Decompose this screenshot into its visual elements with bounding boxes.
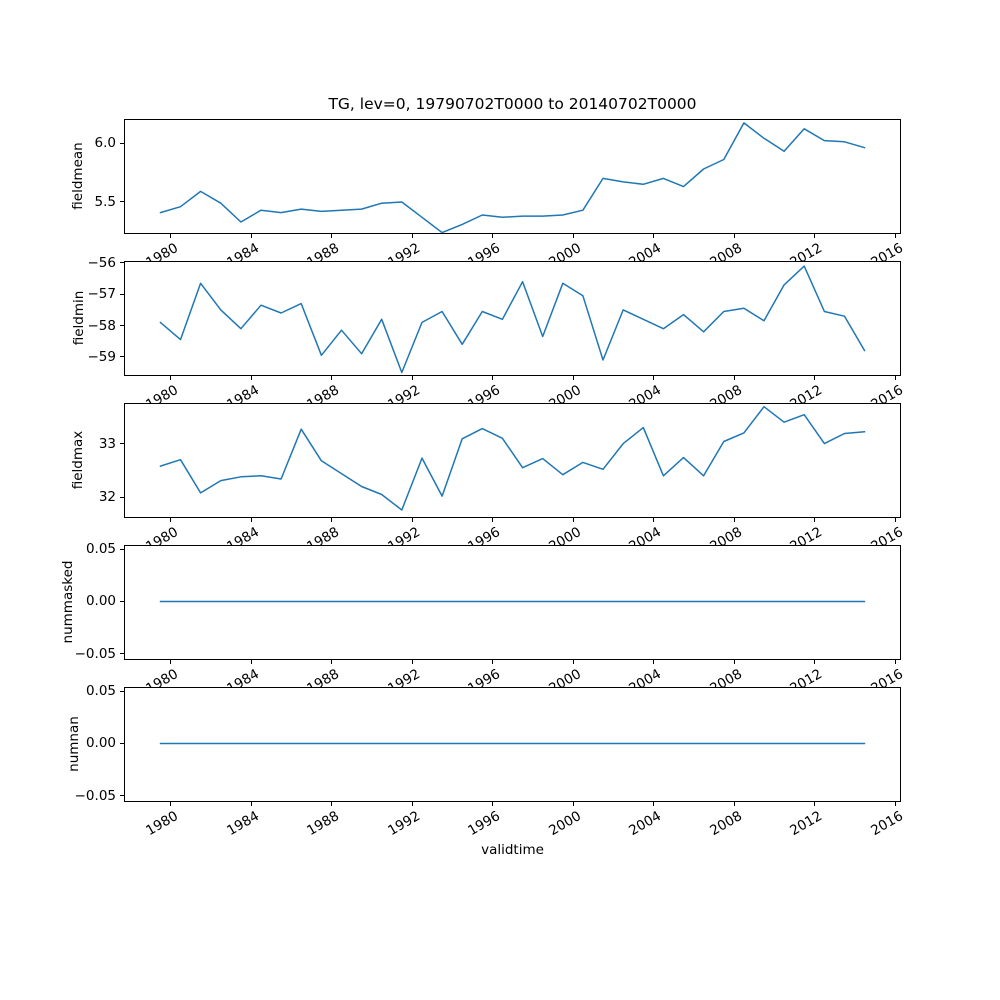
x-tick-mark	[170, 660, 172, 664]
y-tick-label: −0.05	[74, 645, 116, 662]
y-tick-mark	[120, 496, 124, 498]
y-tick-mark	[120, 742, 124, 744]
x-tick-mark	[894, 376, 896, 380]
x-tick-mark	[814, 518, 816, 522]
x-tick-mark	[572, 660, 574, 664]
y-tick-mark	[120, 548, 124, 550]
data-line-fieldmean	[159, 122, 866, 233]
x-tick-mark	[250, 660, 252, 664]
x-tick-mark	[572, 376, 574, 380]
x-tick-mark	[733, 234, 735, 238]
y-tick-mark	[120, 142, 124, 144]
x-tick-mark	[250, 234, 252, 238]
x-tick-mark	[814, 660, 816, 664]
y-tick-label: 5.5	[94, 193, 116, 210]
x-tick-mark	[331, 518, 333, 522]
x-tick-mark	[492, 234, 494, 238]
x-tick-mark	[492, 518, 494, 522]
x-tick-mark	[492, 376, 494, 380]
y-tick-mark	[120, 293, 124, 295]
x-tick-mark	[653, 660, 655, 664]
x-tick-mark	[170, 802, 172, 806]
x-tick-mark	[492, 660, 494, 664]
y-tick-mark	[120, 201, 124, 203]
y-axis-label-fieldmean: fieldmean	[70, 142, 86, 210]
x-tick-mark	[733, 660, 735, 664]
line-chart-fieldmin	[159, 265, 866, 374]
line-chart-nummasked	[159, 600, 866, 603]
y-tick-mark	[120, 690, 124, 692]
y-tick-label: 0.00	[85, 593, 116, 610]
y-tick-label: 33	[98, 435, 116, 452]
y-tick-mark	[120, 653, 124, 655]
x-tick-mark	[733, 518, 735, 522]
y-axis-label-fieldmax: fieldmax	[70, 430, 86, 490]
x-tick-mark	[411, 234, 413, 238]
y-tick-label: 0.00	[85, 735, 116, 752]
x-axis-label: validtime	[481, 842, 544, 858]
x-tick-mark	[411, 802, 413, 806]
x-tick-mark	[814, 234, 816, 238]
x-tick-mark	[894, 518, 896, 522]
line-chart-fieldmax	[159, 405, 866, 511]
y-tick-mark	[120, 356, 124, 358]
x-tick-mark	[331, 376, 333, 380]
y-tick-label: −57	[87, 286, 117, 303]
y-axis-label-nummasked: nummasked	[60, 560, 76, 644]
y-tick-mark	[120, 325, 124, 327]
line-chart-fieldmean	[159, 122, 866, 233]
x-tick-mark	[250, 802, 252, 806]
subplot-fieldmean	[124, 119, 901, 234]
x-tick-mark	[411, 518, 413, 522]
subplot-fieldmin	[124, 261, 901, 376]
x-tick-mark	[572, 802, 574, 806]
x-tick-mark	[894, 234, 896, 238]
x-tick-mark	[814, 802, 816, 806]
subplot-fieldmax	[124, 403, 901, 518]
y-axis-label-numnan: numnan	[66, 716, 82, 772]
x-tick-mark	[653, 518, 655, 522]
x-tick-mark	[733, 802, 735, 806]
y-tick-label: 0.05	[85, 541, 116, 558]
x-tick-mark	[331, 802, 333, 806]
chart-title: TG, lev=0, 19790702T0000 to 20140702T000…	[328, 95, 697, 113]
x-tick-mark	[894, 660, 896, 664]
y-tick-label: −56	[87, 254, 117, 271]
x-tick-mark	[894, 802, 896, 806]
x-tick-mark	[331, 660, 333, 664]
y-tick-label: −59	[87, 348, 117, 365]
data-line-fieldmax	[159, 405, 866, 511]
subplot-nummasked	[124, 545, 901, 660]
x-tick-mark	[250, 518, 252, 522]
y-axis-label-fieldmin: fieldmin	[71, 290, 87, 346]
x-tick-mark	[733, 376, 735, 380]
x-tick-mark	[170, 518, 172, 522]
x-tick-mark	[653, 802, 655, 806]
x-tick-mark	[814, 376, 816, 380]
x-tick-mark	[572, 518, 574, 522]
x-tick-mark	[331, 234, 333, 238]
y-tick-mark	[120, 443, 124, 445]
y-tick-label: 32	[98, 489, 116, 506]
y-tick-label: 6.0	[94, 135, 116, 151]
y-tick-mark	[120, 262, 124, 264]
y-tick-label: −0.05	[74, 787, 116, 804]
y-tick-label: 0.05	[85, 683, 116, 700]
x-tick-mark	[492, 802, 494, 806]
line-chart-numnan	[159, 742, 866, 745]
data-line-fieldmin	[159, 265, 866, 374]
y-tick-mark	[120, 795, 124, 797]
x-tick-mark	[170, 234, 172, 238]
x-tick-mark	[653, 376, 655, 380]
x-tick-mark	[572, 234, 574, 238]
x-tick-mark	[170, 376, 172, 380]
x-tick-mark	[411, 376, 413, 380]
y-tick-mark	[120, 600, 124, 602]
x-tick-mark	[250, 376, 252, 380]
subplot-numnan	[124, 687, 901, 802]
x-tick-mark	[653, 234, 655, 238]
y-tick-label: −58	[87, 317, 117, 334]
x-tick-mark	[411, 660, 413, 664]
